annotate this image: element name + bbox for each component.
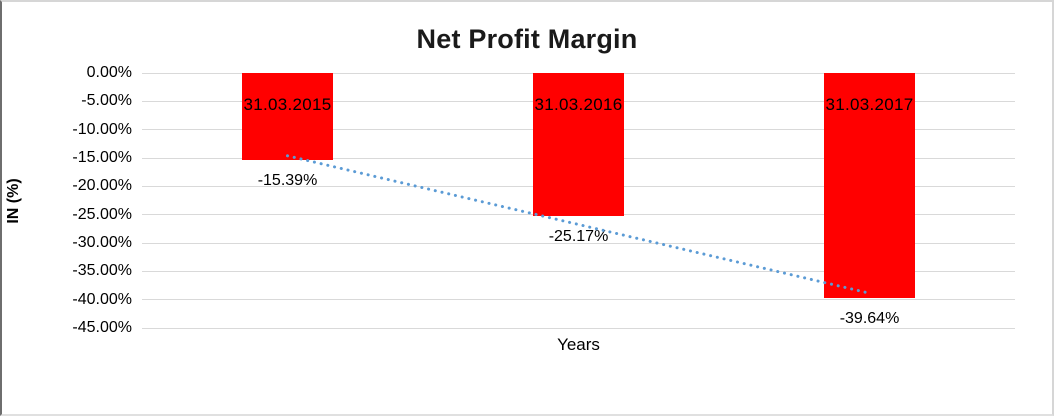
- bar-value-label: -39.64%: [839, 309, 900, 327]
- y-tick-label: -45.00%: [72, 319, 132, 336]
- y-tick-label: -15.00%: [72, 149, 132, 166]
- y-tick-label: -5.00%: [81, 92, 132, 110]
- bar-value-label: -15.39%: [257, 172, 318, 190]
- y-tick-label: -30.00%: [72, 234, 132, 251]
- y-tick-label: -10.00%: [72, 120, 132, 138]
- bar-category-label: 31.03.2015: [243, 95, 332, 114]
- gridline: [142, 327, 1015, 329]
- y-tick-label: 0.00%: [86, 64, 132, 81]
- y-tick-label: -40.00%: [72, 290, 132, 308]
- y-tick-label: -35.00%: [72, 262, 132, 280]
- bar-value-label: -25.17%: [548, 227, 609, 245]
- y-tick-label: -25.00%: [72, 205, 132, 223]
- y-tick-label: -20.00%: [72, 177, 132, 195]
- bar-31.03.2015: [242, 73, 333, 161]
- gridline: [142, 299, 1015, 301]
- chart-title: Net Profit Margin: [416, 24, 638, 54]
- bar-category-label: 31.03.2016: [534, 95, 623, 114]
- plot-area: 31.03.2015 -15.39% 31.03.2016 -25.17% 31.03.…: [142, 72, 1015, 329]
- bar-category-label: 31.03.2017: [825, 95, 914, 114]
- x-axis-title: Years: [557, 335, 600, 354]
